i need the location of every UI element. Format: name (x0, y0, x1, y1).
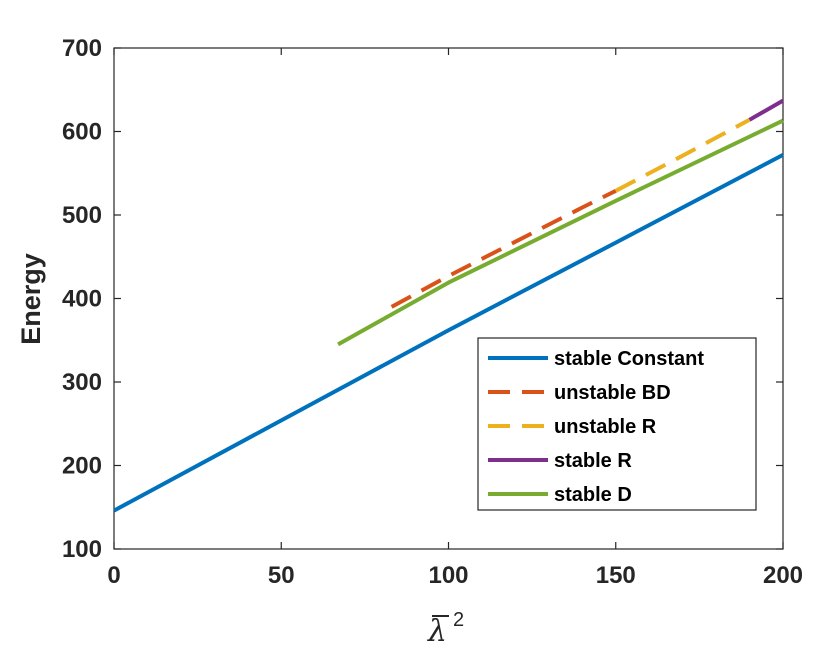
y-tick-label: 400 (62, 286, 102, 313)
series-line-stable-r (748, 98, 784, 122)
legend-label: stable Constant (554, 348, 704, 370)
x-axis-label-symbol: λ (427, 614, 447, 649)
x-tick-label: 50 (268, 562, 295, 589)
x-tick-label: 150 (596, 562, 636, 589)
series-lines (113, 98, 784, 513)
legend-label: unstable R (554, 416, 657, 438)
legend: stable Constant unstable BD unstable R stab… (477, 337, 757, 511)
series-line-unstable-bd (390, 189, 617, 309)
legend-label: stable R (554, 450, 632, 472)
x-tick-label: 200 (763, 562, 803, 589)
y-tick-label: 700 (62, 35, 102, 62)
y-tick-label: 600 (62, 119, 102, 146)
y-tick-label: 300 (62, 369, 102, 396)
y-tick-label: 100 (62, 536, 102, 563)
x-axis-label-superscript: 2 (453, 609, 464, 631)
legend-label: unstable BD (554, 382, 671, 404)
x-tick-label: 0 (107, 562, 120, 589)
y-axis-label: Energy (16, 253, 46, 345)
series-line-unstable-r (614, 118, 751, 193)
series-line-stable-constant (113, 153, 784, 513)
legend-label: stable D (554, 484, 632, 506)
series-line-stable-d (337, 118, 784, 347)
x-axis-label: λ 2 (427, 609, 464, 649)
y-tick-label: 500 (62, 202, 102, 229)
y-tick-label: 200 (62, 453, 102, 480)
tick-labels: 0 50 100 150 200 100 200 300 400 500 600 700 (62, 35, 803, 589)
x-tick-label: 100 (428, 562, 468, 589)
